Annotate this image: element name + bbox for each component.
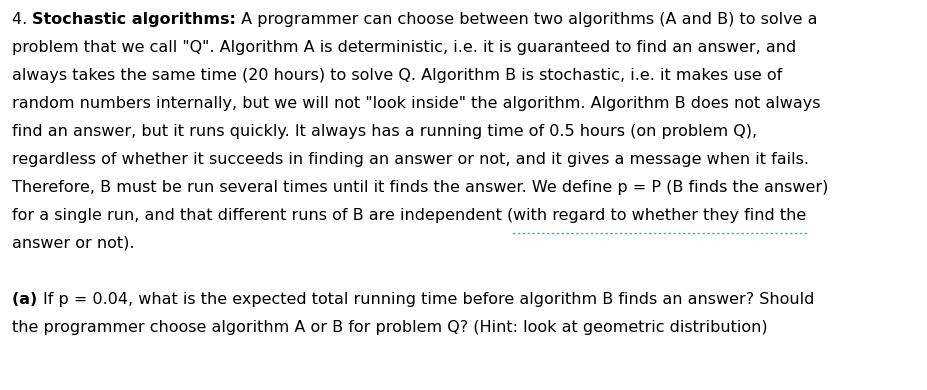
Text: regardless of whether it succeeds in finding an answer or not, and it gives a me: regardless of whether it succeeds in fin… (12, 152, 809, 167)
Text: problem that we call "Q". Algorithm A is deterministic, i.e. it is guaranteed to: problem that we call "Q". Algorithm A is… (12, 40, 796, 55)
Text: random numbers internally, but we will not "look inside" the algorithm. Algorith: random numbers internally, but we will n… (12, 96, 820, 111)
Text: Therefore, B must be run several times until it finds the answer. We define p = : Therefore, B must be run several times u… (12, 180, 829, 195)
Text: always takes the same time (20 hours) to solve Q. Algorithm B is stochastic, i.e: always takes the same time (20 hours) to… (12, 68, 782, 83)
Text: for a single run, and that different runs of B are independent (: for a single run, and that different run… (12, 208, 514, 223)
Text: with regard to whether they find the: with regard to whether they find the (514, 208, 806, 223)
Text: If p = 0.04, what is the expected total running time before algorithm B finds an: If p = 0.04, what is the expected total … (43, 292, 814, 307)
Text: A programmer can choose between two algorithms (A and B) to solve a: A programmer can choose between two algo… (236, 12, 818, 27)
Text: answer or not).: answer or not). (12, 236, 134, 251)
Text: Stochastic algorithms:: Stochastic algorithms: (32, 12, 236, 27)
Text: the programmer choose algorithm A or B for problem Q? (Hint: look at geometric d: the programmer choose algorithm A or B f… (12, 320, 768, 335)
Text: find an answer, but it runs quickly. It always has a running time of 0.5 hours (: find an answer, but it runs quickly. It … (12, 124, 757, 139)
Text: (a): (a) (12, 292, 43, 307)
Text: 4.: 4. (12, 12, 32, 27)
